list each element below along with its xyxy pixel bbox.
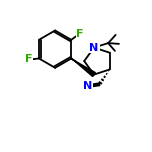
Text: N: N: [83, 81, 93, 91]
Polygon shape: [71, 59, 94, 75]
Text: F: F: [76, 29, 84, 39]
Text: N: N: [89, 43, 99, 53]
Polygon shape: [71, 58, 95, 76]
Text: F: F: [25, 54, 32, 64]
